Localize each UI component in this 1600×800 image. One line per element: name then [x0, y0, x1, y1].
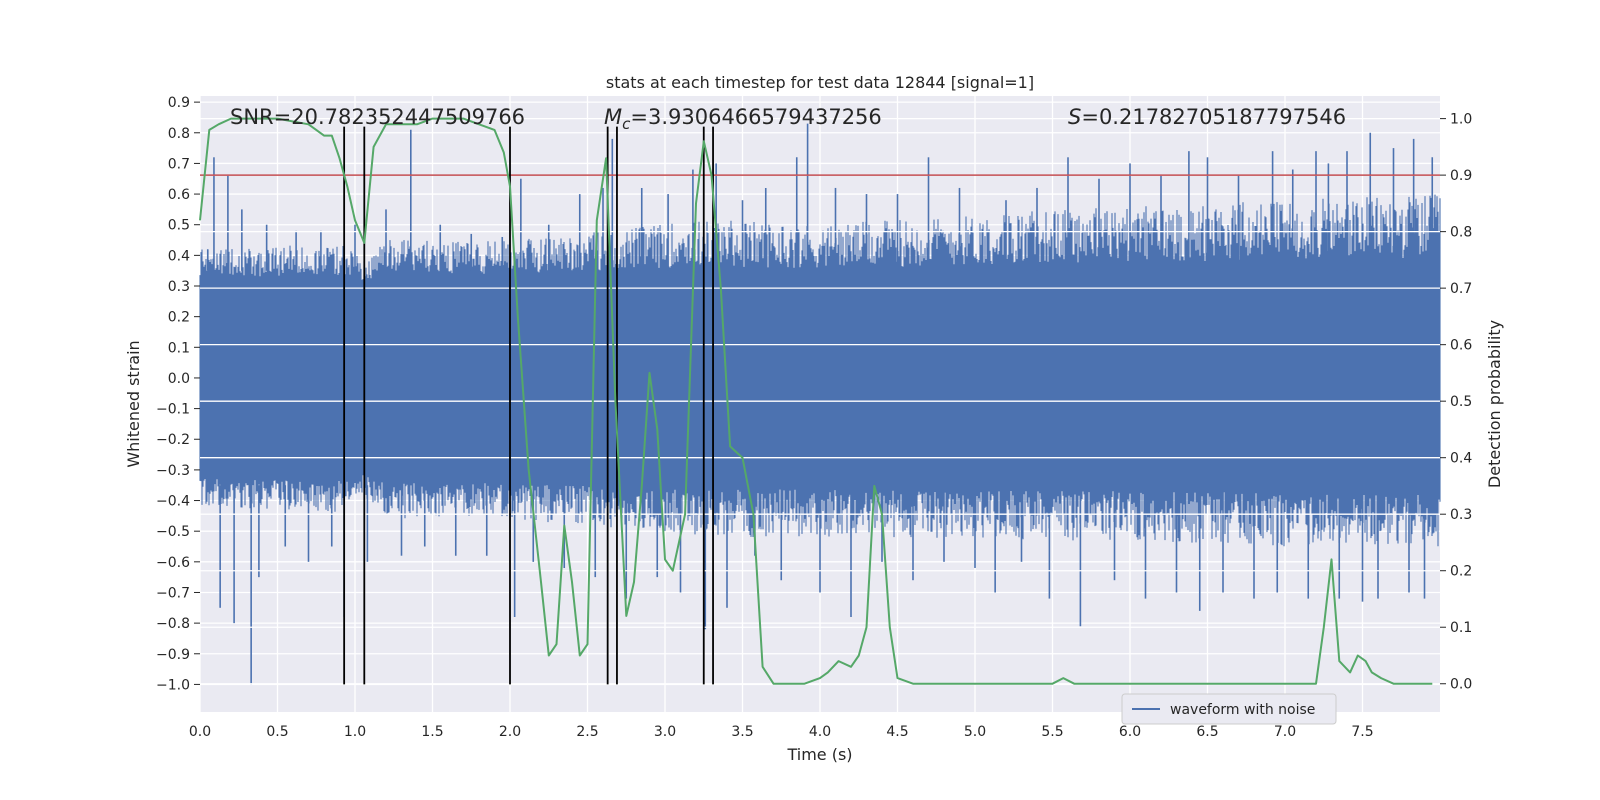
legend-label: waveform with noise — [1170, 702, 1315, 718]
y-left-axis-label: Whitened strain — [124, 340, 143, 467]
y-left-tick-label: −0.2 — [156, 432, 190, 448]
chirp-mass-subscript: c — [622, 115, 631, 133]
x-tick-label: 2.0 — [499, 724, 521, 740]
y-right-tick-label: 0.2 — [1450, 564, 1472, 580]
y-right-tick-label: 0.7 — [1450, 281, 1472, 297]
y-right-tick-label: 0.9 — [1450, 168, 1472, 184]
y-left-tick-label: 0.1 — [168, 340, 190, 356]
chirp-mass-annotation: Mc=3.9306466579437256 — [604, 105, 882, 133]
y-left-tick-label: 0.8 — [168, 126, 190, 142]
x-tick-label: 4.0 — [809, 724, 831, 740]
x-tick-label: 0.5 — [266, 724, 288, 740]
chirp-mass-value: =3.9306466579437256 — [630, 105, 881, 129]
y-right-tick-label: 0.8 — [1450, 225, 1472, 241]
x-tick-label: 1.5 — [421, 724, 443, 740]
x-tick-label: 5.5 — [1041, 724, 1063, 740]
y-left-tick-label: −0.9 — [156, 647, 190, 663]
right-grid — [200, 117, 1440, 685]
x-tick-label: 4.5 — [886, 724, 908, 740]
y-left-tick-label: 0.4 — [168, 248, 190, 264]
y-right-tick-label: 1.0 — [1450, 112, 1472, 128]
x-tick-label: 6.0 — [1119, 724, 1141, 740]
s-symbol: S — [1068, 105, 1081, 129]
snr-annotation: SNR=20.782352447509766 — [230, 105, 525, 129]
y-left-tick-label: 0.9 — [168, 95, 190, 111]
y-left-tick-label: −0.5 — [156, 524, 190, 540]
x-tick-label: 3.5 — [731, 724, 753, 740]
y-right-axis-label: Detection probability — [1485, 320, 1504, 488]
y-right-tick-label: 0.5 — [1450, 394, 1472, 410]
x-tick-label: 1.0 — [344, 724, 366, 740]
s-annotation: S=0.21782705187797546 — [1068, 105, 1346, 129]
chart-title: stats at each timestep for test data 128… — [606, 73, 1034, 92]
y-left-tick-label: −0.7 — [156, 585, 190, 601]
y-left-tick-label: −0.6 — [156, 555, 190, 571]
y-right-tick-label: 0.1 — [1450, 620, 1472, 636]
x-tick-label: 5.0 — [964, 724, 986, 740]
s-value: =0.21782705187797546 — [1081, 105, 1346, 129]
y-right-tick-label: 0.0 — [1450, 677, 1472, 693]
waveform-series — [199, 123, 1441, 685]
y-left-tick-label: −0.8 — [156, 616, 190, 632]
y-left-tick-label: 0.2 — [168, 310, 190, 326]
y-right-axis-ticks: 1.0 0.9 0.8 0.7 0.6 0.5 0.4 0.3 0.2 0.1 0.0 — [1440, 112, 1472, 693]
y-right-tick-label: 0.4 — [1450, 451, 1472, 467]
y-left-tick-label: −0.3 — [156, 463, 190, 479]
y-left-tick-label: −0.1 — [156, 402, 190, 418]
y-left-tick-label: 0.6 — [168, 187, 190, 203]
y-left-tick-label: −0.4 — [156, 494, 190, 510]
y-left-tick-label: 0.3 — [168, 279, 190, 295]
y-left-axis-ticks: 0.9 0.8 0.7 0.6 0.5 0.4 0.3 0.2 0.1 0.0 −0.1 −0.2 −0… — [156, 95, 200, 693]
x-tick-label: 7.0 — [1274, 724, 1296, 740]
x-axis-label: Time (s) — [786, 745, 852, 764]
vertical-markers — [343, 126, 714, 685]
x-axis-ticks: 0.0 0.5 1.0 1.5 2.0 2.5 3.0 3.5 4.0 4.5 5.0 5.5 6.0 6… — [189, 724, 1374, 740]
y-right-tick-label: 0.3 — [1450, 507, 1472, 523]
y-left-tick-label: −1.0 — [156, 677, 190, 693]
y-left-tick-label: 0.7 — [168, 156, 190, 172]
x-tick-label: 2.5 — [576, 724, 598, 740]
legend: waveform with noise — [1121, 693, 1337, 725]
legend-box — [1121, 693, 1337, 725]
y-left-tick-label: 0.5 — [168, 218, 190, 234]
y-left-tick-label: 0.0 — [168, 371, 190, 387]
probability-series — [199, 117, 1433, 685]
y-right-tick-label: 0.6 — [1450, 338, 1472, 354]
x-tick-label: 7.5 — [1351, 724, 1373, 740]
chirp-mass-symbol: M — [604, 105, 622, 129]
x-tick-label: 6.5 — [1196, 724, 1218, 740]
x-tick-label: 3.0 — [654, 724, 676, 740]
probability-line — [199, 117, 1433, 685]
x-tick-label: 0.0 — [189, 724, 211, 740]
